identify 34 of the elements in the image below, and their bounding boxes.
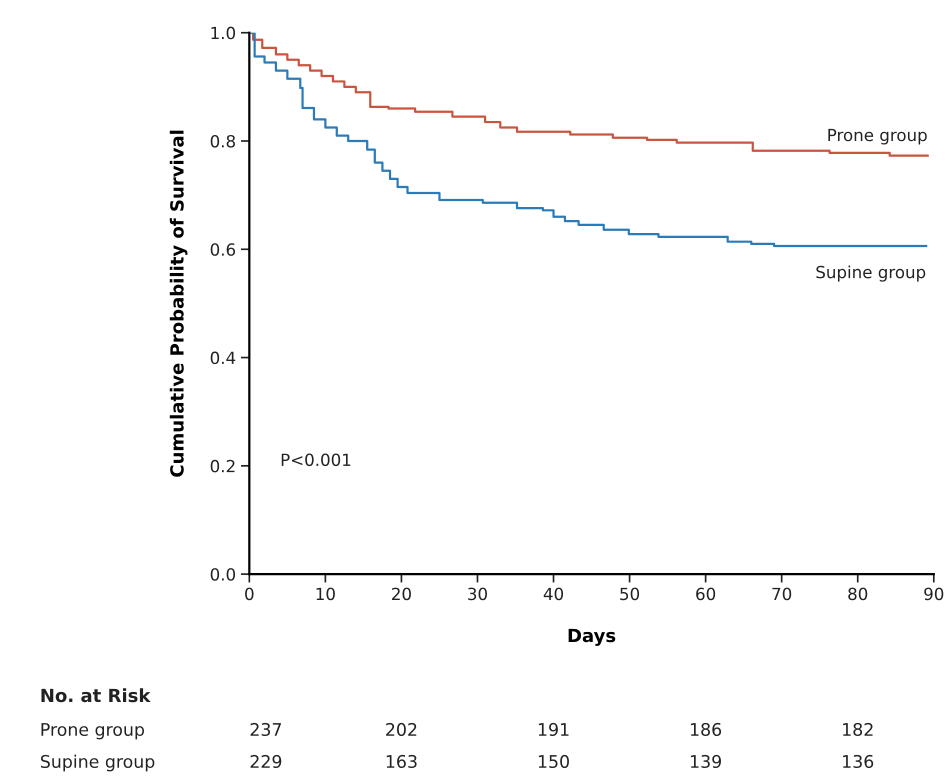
text: 163: [386, 754, 417, 768]
y-tick-label: 0.0: [210, 568, 236, 581]
y-tick-label: 0.8: [210, 134, 235, 148]
y-tick-label: 0.6: [210, 243, 236, 256]
x-tick-label: 10: [316, 588, 335, 600]
text: No. at Risk: [41, 688, 151, 702]
text: 136: [843, 754, 874, 768]
y-tick-label: 1.0: [211, 26, 236, 40]
series-label: Prone group: [828, 128, 927, 145]
text: Prone group: [42, 723, 144, 740]
text: 139: [690, 754, 721, 768]
x-tick-label: 50: [620, 588, 640, 600]
y-axis-title: Cumulative Probability of Survival: [170, 130, 188, 477]
text: 186: [690, 722, 722, 736]
x-tick-label: 40: [544, 588, 564, 600]
x-tick-label: 20: [392, 588, 411, 600]
text: 237: [250, 722, 281, 736]
x-tick-label: 90: [924, 588, 944, 600]
annotation: P<0.001: [282, 453, 350, 466]
text: 182: [843, 722, 873, 736]
y-tick-label: 0.2: [210, 460, 234, 472]
text: 229: [250, 754, 282, 768]
y-tick-label: 0.4: [210, 352, 236, 364]
x-tick-label: 0: [245, 588, 254, 600]
text: 191: [538, 722, 568, 736]
x-tick-label: 30: [468, 588, 487, 600]
x-tick-label: 70: [772, 588, 792, 600]
x-axis-title: Days: [568, 628, 616, 646]
text: Supine group: [40, 754, 154, 772]
x-tick-label: 60: [696, 588, 716, 600]
text: 202: [386, 722, 416, 736]
series-label: Supine group: [816, 265, 926, 282]
text: 150: [538, 754, 569, 768]
x-tick-label: 80: [848, 588, 868, 600]
